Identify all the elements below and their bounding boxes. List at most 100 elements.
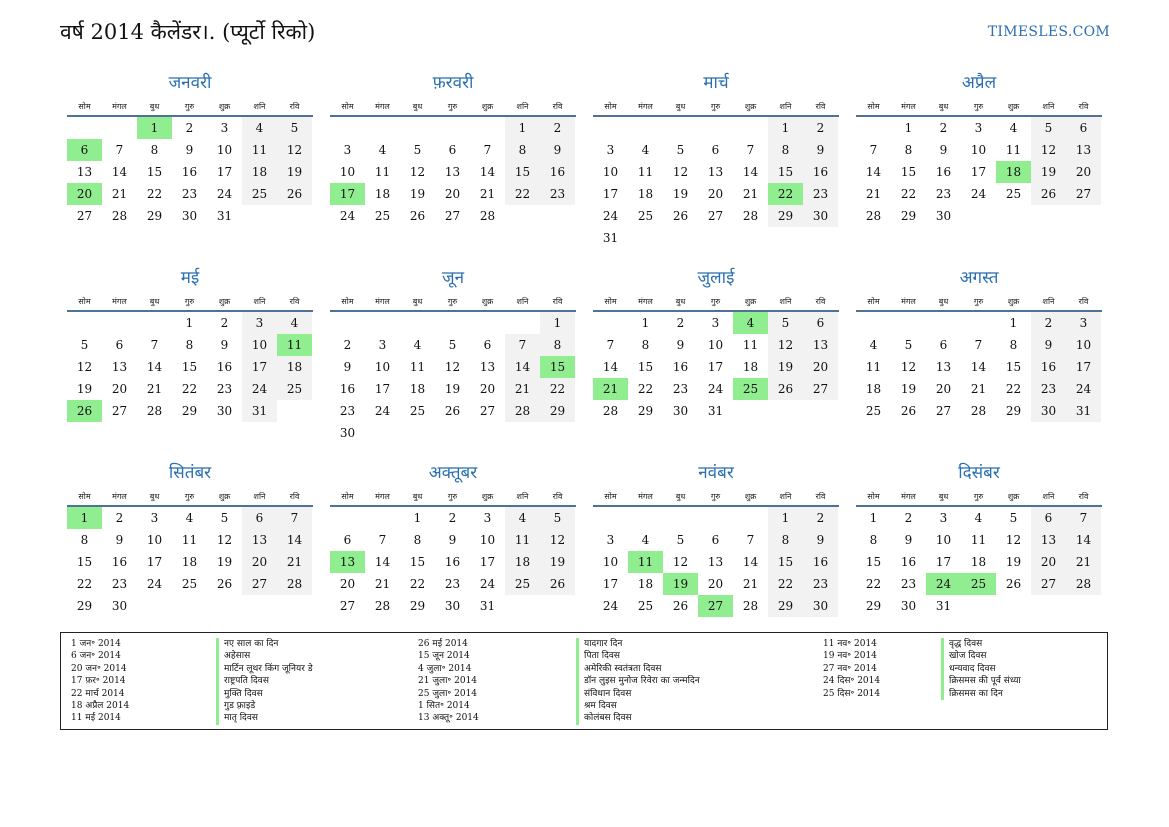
weekday-label: शनि	[253, 492, 266, 501]
day-cell: 30	[111, 599, 128, 613]
day-cell: 23	[803, 573, 838, 595]
day-cell: 14	[111, 165, 128, 179]
month-calendar: मार्च सोम मंगल बुध गुरु शुक्र शनि रवि 1 2 3 4 5 6 7 8 9 1…	[593, 70, 839, 265]
day-cell: 2	[185, 121, 194, 135]
day-cell: 13	[1031, 529, 1066, 551]
weekday-label: गुरु	[184, 492, 195, 501]
weekday-label: शुक्र	[744, 102, 757, 111]
empty-cell	[698, 507, 733, 529]
day-cell: 12	[900, 360, 917, 374]
empty-cell	[628, 117, 663, 139]
day-cell: 27	[1066, 183, 1101, 205]
day-cell: 9	[1031, 334, 1066, 356]
day-cell: 20	[1031, 551, 1066, 573]
day-cell: 5	[413, 143, 422, 157]
day-cell: 7	[378, 533, 387, 547]
day-cell: 1	[641, 316, 650, 330]
empty-cell	[856, 117, 891, 139]
day-cell: 2	[540, 117, 575, 139]
day-cell: 30	[1031, 400, 1066, 422]
day-cell: 22	[768, 573, 803, 595]
weekday-label: शनि	[1042, 297, 1055, 306]
holiday-dates-col-2: 26 मई 2014 15 जून 2014 4 जुला॰ 2014 21 जुला…	[418, 638, 479, 725]
weekday-label: शनि	[779, 297, 792, 306]
holiday-entry: 11 मई 2014	[71, 713, 121, 724]
day-cell: 6	[1066, 117, 1101, 139]
weekday-label: मंगल	[112, 297, 127, 306]
empty-cell	[400, 117, 435, 139]
holiday-day-cell: 24	[926, 573, 961, 595]
day-cell: 11	[742, 338, 759, 352]
empty-cell	[733, 507, 768, 529]
day-cell: 18	[374, 187, 391, 201]
day-cell: 2	[904, 511, 913, 525]
empty-cell	[628, 507, 663, 529]
empty-cell	[435, 117, 470, 139]
weekday-label: गुरु	[710, 102, 721, 111]
holiday-names-col-1: नए साल का दिन अहेसास मार्टिन लूथर किंग जून…	[216, 638, 313, 725]
weekday-label: शुक्र	[481, 102, 494, 111]
weekday-label: गुरु	[447, 102, 458, 111]
month-name: अक्तूबर	[428, 463, 478, 483]
weekday-label: मंगल	[375, 492, 390, 501]
day-cell: 10	[970, 143, 987, 157]
day-cell: 23	[444, 577, 461, 591]
day-cell: 6	[115, 338, 124, 352]
day-cell: 31	[216, 209, 233, 223]
day-grid: 1 2 3 4 5 6 7 8 9 10 11 12 13 14 15 16 17 18 19 20 21 22 23 24 2…	[67, 117, 313, 227]
day-cell: 23	[1031, 378, 1066, 400]
day-cell: 9	[185, 143, 194, 157]
day-cell: 3	[939, 511, 948, 525]
day-cell: 15	[1005, 360, 1022, 374]
empty-cell	[505, 312, 540, 334]
day-cell: 23	[540, 183, 575, 205]
day-cell: 22	[76, 577, 93, 591]
day-cell: 31	[242, 400, 277, 422]
day-cell: 11	[374, 165, 391, 179]
holiday-list: 1 जन॰ 2014 6 जन॰ 2014 20 जन॰ 2014 17 फ़र॰ 2…	[60, 632, 1108, 730]
day-cell: 28	[742, 209, 759, 223]
month-name: अगस्त	[959, 268, 999, 288]
day-cell: 27	[707, 209, 724, 223]
day-cell: 19	[768, 356, 803, 378]
day-cell: 15	[637, 360, 654, 374]
day-cell: 15	[900, 165, 917, 179]
day-cell: 9	[803, 529, 838, 551]
day-cell: 27	[111, 404, 128, 418]
day-cell: 15	[865, 555, 882, 569]
day-cell: 20	[479, 382, 496, 396]
day-cell: 13	[76, 165, 93, 179]
day-cell: 19	[1005, 555, 1022, 569]
day-cell: 30	[444, 599, 461, 613]
holiday-entry: कोलंबस दिवस	[576, 712, 700, 725]
weekday-header: सोम मंगल बुध गुरु शुक्र शनि रवि	[856, 101, 1102, 117]
day-cell: 29	[540, 400, 575, 422]
day-cell: 20	[242, 551, 277, 573]
holiday-entry: अहेसास	[216, 650, 313, 663]
day-cell: 26	[672, 209, 689, 223]
day-cell: 12	[216, 533, 233, 547]
day-cell: 14	[146, 360, 163, 374]
day-cell: 10	[146, 533, 163, 547]
day-cell: 3	[150, 511, 159, 525]
day-cell: 29	[637, 404, 654, 418]
holiday-entry: डॉन लुइस मुनोज रिवेरा का जन्मदिन	[576, 675, 700, 688]
weekday-label: बुध	[412, 492, 423, 501]
day-cell: 4	[242, 117, 277, 139]
day-cell: 29	[146, 209, 163, 223]
day-cell: 4	[1009, 121, 1018, 135]
day-cell: 9	[343, 360, 352, 374]
day-cell: 24	[707, 382, 724, 396]
day-cell: 28	[111, 209, 128, 223]
day-cell: 2	[1031, 312, 1066, 334]
empty-cell	[365, 507, 400, 529]
weekday-label: शुक्र	[218, 492, 231, 501]
day-cell: 18	[742, 360, 759, 374]
day-cell: 26	[900, 404, 917, 418]
day-grid: 1 2 3 4 5 6 7 8 9 10 11 12 13 14 15 16 17 18 19 20 21 22 23 24 2…	[330, 312, 576, 444]
empty-cell	[593, 507, 628, 529]
weekday-header: सोम मंगल बुध गुरु शुक्र शनि रवि	[67, 296, 313, 312]
day-cell: 20	[707, 187, 724, 201]
site-link[interactable]: TIMESLES.COM	[987, 24, 1110, 40]
weekday-label: बुध	[412, 102, 423, 111]
